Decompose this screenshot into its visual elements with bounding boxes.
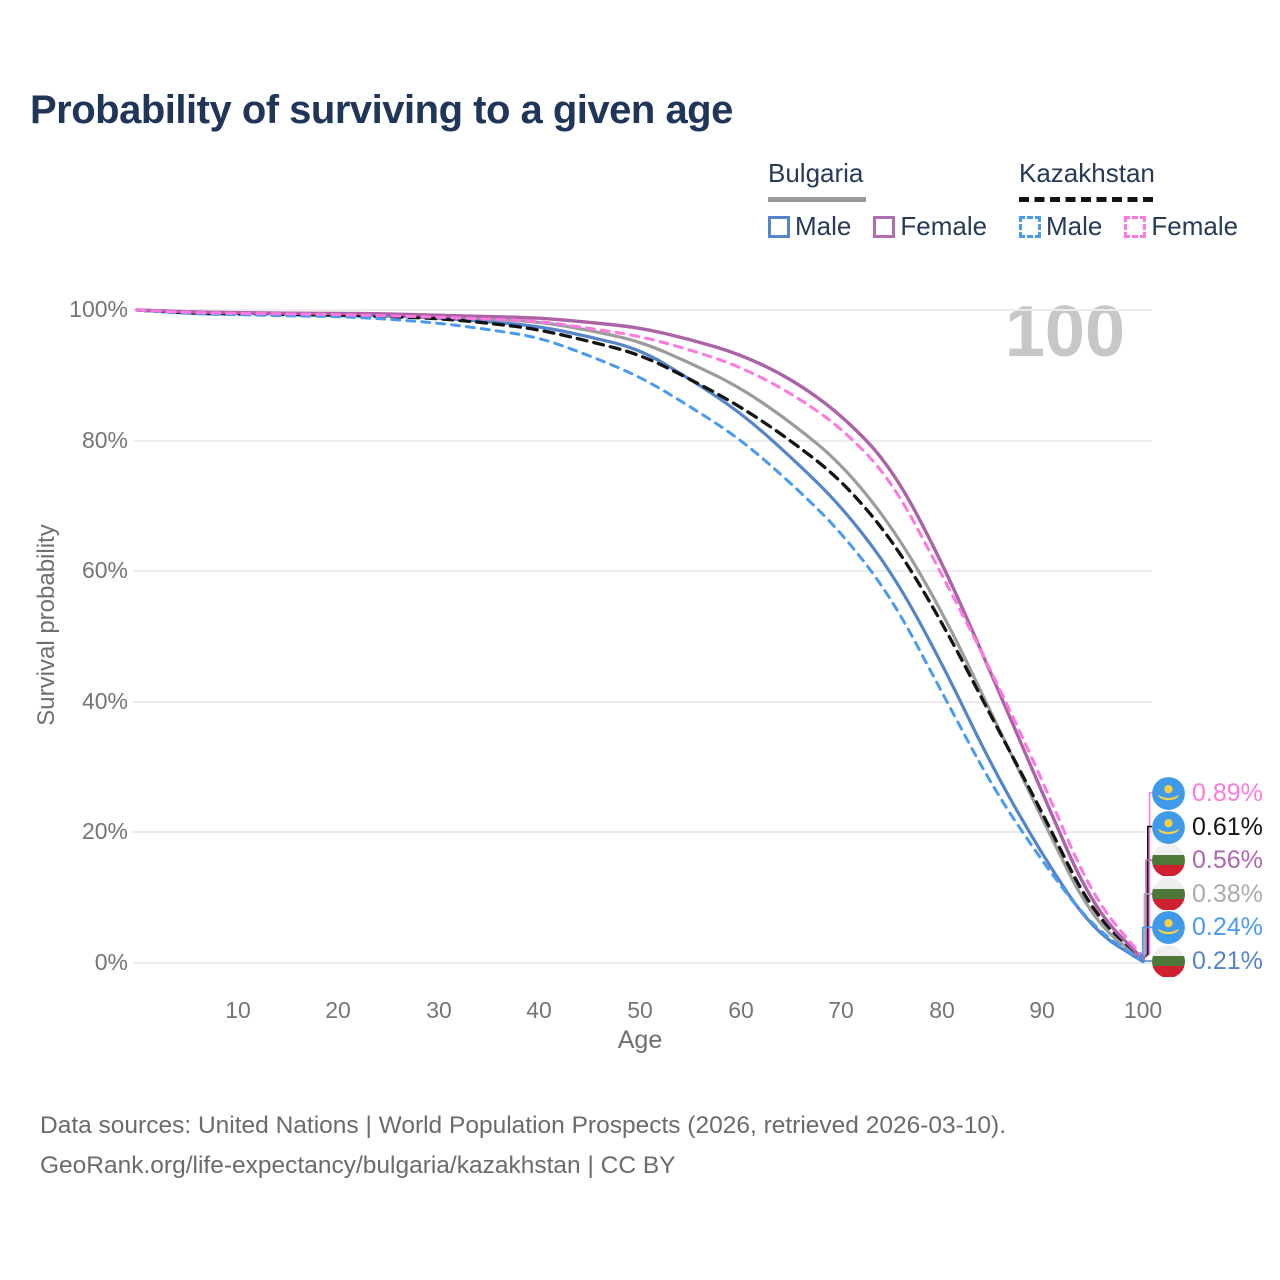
age-counter-watermark: 100 (1004, 292, 1125, 372)
page-title: Probability of surviving to a given age (30, 88, 733, 132)
end-label-value: 0.21% (1192, 946, 1263, 975)
x-tick-label: 100 (1123, 997, 1163, 1023)
legend-label: Female (900, 211, 988, 241)
end-label-connector (1140, 951, 1152, 962)
end-label-value: 0.61% (1192, 812, 1263, 841)
y-tick-label: 60% (81, 557, 128, 583)
legend-item-kazakhstan-male[interactable]: Male (1019, 211, 1102, 242)
end-label-connector (1142, 859, 1152, 959)
kazakhstan-flag-icon (1152, 810, 1185, 844)
series-line-kazakhstan-both-sexes[interactable] (135, 308, 1145, 961)
x-tick-label: 10 (225, 997, 251, 1023)
end-label-row-bulgaria-both: 0.38% (1152, 877, 1263, 911)
end-label-value: 0.89% (1192, 778, 1263, 807)
end-label-value: 0.38% (1192, 879, 1263, 908)
x-tick-label: 70 (828, 997, 854, 1023)
series-line-bulgaria-female[interactable] (135, 308, 1145, 961)
legend-item-kazakhstan-female[interactable]: Female (1124, 211, 1238, 242)
gridline (133, 440, 1152, 442)
bulgaria-flag-icon (1152, 843, 1185, 877)
legend-label: Male (795, 211, 852, 241)
y-tick-label: 40% (81, 688, 128, 714)
x-tick-label: 50 (627, 997, 653, 1023)
series-line-bulgaria-male[interactable] (135, 308, 1145, 964)
legend-group-kazakhstan: Kazakhstan Male Female (1019, 158, 1238, 242)
x-axis-title: Age (617, 1026, 663, 1054)
y-tick-label: 100% (69, 296, 128, 322)
data-sources-footer: Data sources: United Nations | World Pop… (40, 1106, 1006, 1186)
x-tick-label: 90 (1029, 997, 1055, 1023)
y-tick-label: 80% (81, 427, 128, 453)
bulgaria-flag-icon (1152, 944, 1185, 978)
x-tick-label: 40 (526, 997, 552, 1023)
legend-label: Male (1046, 211, 1103, 241)
legend-group-bulgaria: Bulgaria Male Female (768, 158, 987, 242)
x-tick-label: 30 (426, 997, 452, 1023)
end-label-value: 0.24% (1192, 912, 1263, 941)
series-line-bulgaria-both-sexes[interactable] (135, 308, 1145, 963)
end-label-row-kazakhstan-female: 0.89% (1152, 776, 1263, 810)
end-label-row-kazakhstan-male: 0.24% (1152, 910, 1263, 944)
y-tick-label: 0% (94, 949, 128, 975)
x-tick-label: 60 (728, 997, 754, 1023)
legend-item-bulgaria-female[interactable]: Female (873, 211, 987, 242)
series-line-kazakhstan-male[interactable] (135, 308, 1145, 963)
gridline (133, 701, 1152, 703)
footer-line-2[interactable]: GeoRank.org/life-expectancy/bulgaria/kaz… (40, 1152, 676, 1179)
end-label-row-kazakhstan-both: 0.61% (1152, 810, 1263, 844)
bulgaria-male-swatch-icon (768, 215, 790, 238)
legend-kazakhstan-heading[interactable]: Kazakhstan (1019, 158, 1155, 188)
end-label-row-bulgaria-female: 0.56% (1152, 843, 1263, 877)
gridline (133, 570, 1152, 572)
x-tick-label: 20 (325, 997, 351, 1023)
kazakhstan-flag-icon (1152, 910, 1185, 944)
kazakhstan-male-swatch-icon (1019, 215, 1041, 238)
gridline (133, 831, 1152, 833)
y-tick-label: 20% (81, 818, 128, 844)
gridline (133, 309, 1152, 311)
kazakhstan-flag-icon (1152, 776, 1185, 810)
gridline (133, 962, 1152, 964)
end-label-row-bulgaria-male: 0.21% (1152, 944, 1263, 978)
legend-kazakhstan-dashed-line-swatch (1019, 197, 1153, 202)
legend-bulgaria-heading[interactable]: Bulgaria (768, 158, 864, 188)
end-label-connector (1142, 893, 1152, 959)
series-line-kazakhstan-female[interactable] (135, 308, 1145, 959)
end-label-value: 0.56% (1192, 845, 1263, 874)
legend-label: Female (1151, 211, 1239, 241)
kazakhstan-female-swatch-icon (1124, 215, 1147, 238)
legend-item-bulgaria-male[interactable]: Male (768, 211, 851, 242)
bulgaria-female-swatch-icon (873, 215, 896, 238)
x-tick-label: 80 (929, 997, 955, 1023)
footer-line-1: Data sources: United Nations | World Pop… (40, 1112, 1007, 1139)
legend-bulgaria-solid-line-swatch (768, 197, 866, 202)
bulgaria-flag-icon (1152, 877, 1185, 911)
